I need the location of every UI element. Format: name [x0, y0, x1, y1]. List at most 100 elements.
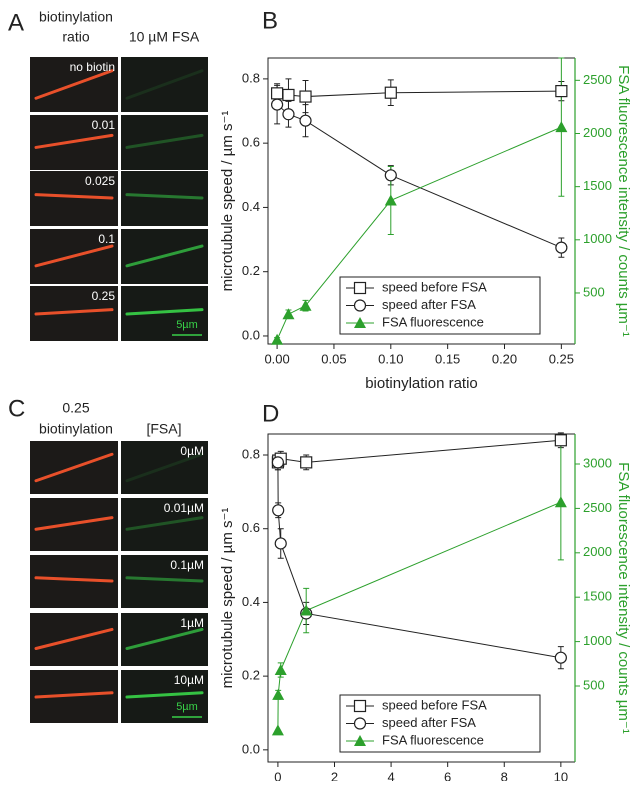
y-tick-label: 0.8 [242, 446, 260, 461]
y-axis-label: microtubule speed / µm s⁻¹ [219, 508, 236, 689]
row-label: 0.1 [98, 232, 115, 246]
marker [299, 90, 312, 103]
x-tick-label: 0.10 [378, 351, 403, 366]
marker [555, 241, 568, 254]
row-label: 0.01µM [164, 501, 204, 515]
marker [282, 308, 295, 320]
marker [555, 121, 568, 133]
y2-axis-label: FSA fluorescence intensity / counts µm⁻¹ [615, 462, 632, 734]
legend-marker [353, 699, 367, 713]
legend-label: speed before FSA [382, 697, 487, 712]
filament [34, 627, 114, 651]
y2-tick-label: 2000 [583, 125, 612, 140]
filament [125, 133, 204, 149]
legend-marker [353, 299, 367, 312]
marker [300, 456, 313, 469]
scale-bar-label: 5µm [176, 319, 198, 331]
legend-marker [353, 717, 367, 730]
row-label: 0µM [180, 444, 204, 458]
micrograph [121, 498, 208, 551]
marker [554, 651, 567, 664]
micrograph [121, 57, 208, 112]
y-tick-label: 0.0 [242, 327, 260, 342]
filament [34, 576, 114, 583]
x-tick-label: 0.20 [492, 351, 517, 366]
y-tick-label: 0.4 [242, 199, 260, 214]
marker [299, 114, 312, 127]
filament [125, 691, 204, 699]
row-label: 0.25 [92, 289, 116, 303]
x-tick-label: 6 [444, 769, 451, 781]
filament [34, 244, 114, 268]
y-tick-label: 0.0 [242, 741, 260, 756]
column-header: 0.25 [62, 400, 89, 416]
y2-tick-label: 1500 [583, 589, 612, 604]
column-header: 10 µM FSA [129, 29, 200, 45]
marker [555, 84, 568, 98]
y2-tick-label: 2000 [583, 544, 612, 559]
filament [125, 69, 204, 100]
x-tick-label: 10 [554, 769, 568, 781]
marker [274, 664, 287, 676]
marker [384, 169, 397, 182]
filament [125, 308, 204, 316]
filament [125, 627, 204, 651]
axis-frame [267, 57, 575, 345]
marker [282, 108, 295, 121]
series-line [277, 90, 562, 98]
marker [299, 299, 312, 311]
marker [271, 333, 284, 345]
x-tick-label: 0.00 [264, 351, 289, 366]
series-line [276, 104, 562, 249]
x-tick-label: 0 [274, 769, 281, 781]
row-label: 0.025 [85, 174, 115, 188]
legend-marker [353, 281, 367, 295]
y2-tick-label: 1500 [583, 178, 612, 193]
marker [384, 194, 397, 206]
row-label: 10µM [174, 673, 204, 687]
legend-label: speed before FSA [382, 279, 487, 294]
row-label: no biotin [70, 60, 115, 74]
marker [272, 504, 285, 517]
marker [554, 496, 567, 508]
legend-marker [354, 735, 366, 746]
y2-tick-label: 1000 [583, 633, 612, 648]
marker [554, 434, 567, 447]
x-axis-label: biotinylation ratio [365, 375, 478, 392]
column-header: ratio [62, 29, 89, 45]
column-header: biotinylation [39, 9, 113, 25]
column-header: biotinylation [39, 421, 113, 437]
filament [34, 133, 114, 149]
scale-bar-label: 5µm [176, 701, 198, 713]
axis-frame [267, 433, 575, 763]
x-tick-label: 2 [331, 769, 338, 781]
micrograph [121, 115, 208, 170]
panel-label: A [8, 9, 24, 36]
legend-marker [354, 317, 366, 328]
row-label: 0.01 [92, 118, 116, 132]
marker [271, 724, 284, 736]
y2-tick-label: 1000 [583, 231, 612, 246]
marker [384, 86, 397, 99]
filament [125, 516, 204, 531]
marker [270, 87, 284, 100]
panel-label: D [262, 400, 279, 427]
y-tick-label: 0.6 [242, 520, 260, 535]
marker [274, 537, 287, 550]
y-tick-label: 0.2 [242, 263, 260, 278]
y-tick-label: 0.2 [242, 668, 260, 683]
legend-label: FSA fluorescence [382, 732, 484, 747]
filament [34, 308, 114, 316]
filament [34, 691, 114, 699]
legend-label: speed after FSA [382, 715, 476, 730]
legend-label: FSA fluorescence [382, 314, 484, 329]
filament [125, 244, 204, 268]
micrograph [121, 441, 208, 494]
filament [34, 516, 114, 531]
row-label: 0.1µM [170, 558, 204, 572]
series-line [277, 439, 561, 463]
y2-tick-label: 500 [583, 284, 605, 299]
y2-tick-label: 500 [583, 677, 605, 692]
y-tick-label: 0.4 [242, 594, 260, 609]
